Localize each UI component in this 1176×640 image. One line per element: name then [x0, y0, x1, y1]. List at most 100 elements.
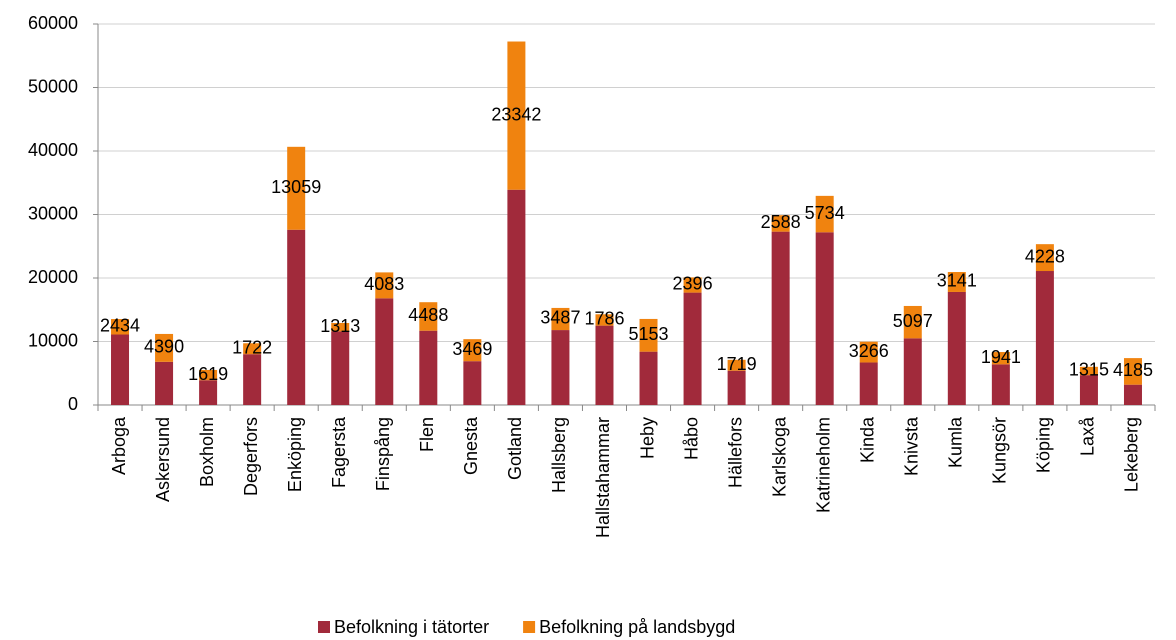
data-label: 23342 [491, 104, 541, 124]
x-tick-label: Knivsta [902, 416, 922, 476]
bar-segment [947, 291, 966, 405]
bar-segment [287, 146, 306, 230]
bar-segment [155, 361, 174, 405]
bar-segment [331, 331, 350, 405]
data-label: 1315 [1069, 360, 1109, 380]
data-label: 2396 [673, 274, 713, 294]
bar-segment [551, 307, 570, 331]
data-label: 3141 [937, 271, 977, 291]
bar-segment [111, 334, 130, 405]
legend-label: Befolkning i tätorter [334, 617, 489, 637]
bar-segment [727, 370, 746, 405]
x-tick-label: Boxholm [197, 417, 217, 487]
bar-segment [639, 351, 658, 405]
data-label: 4228 [1025, 246, 1065, 266]
data-label: 1719 [717, 354, 757, 374]
bar-segment [903, 338, 922, 405]
data-label: 3469 [452, 339, 492, 359]
data-label: 1786 [584, 309, 624, 329]
x-tick-label: Finspång [373, 417, 393, 491]
bar-segment [815, 195, 834, 233]
y-tick-label: 10000 [28, 330, 78, 350]
bar-segment [683, 277, 702, 293]
x-tick-label: Hallsberg [549, 417, 569, 493]
bar-segment [287, 229, 306, 405]
bar-segment [199, 369, 218, 381]
data-label: 1941 [981, 347, 1021, 367]
x-tick-label: Gotland [505, 417, 525, 480]
data-label: 4488 [408, 305, 448, 325]
bar-segment [639, 318, 658, 352]
legend-swatch [523, 621, 536, 633]
bar-segment [155, 333, 174, 362]
x-tick-label: Kungsör [990, 417, 1010, 484]
bar-segment [1123, 384, 1142, 405]
bar-segment [1035, 244, 1054, 272]
x-tick-label: Arboga [109, 416, 129, 475]
bar-segment [419, 302, 438, 331]
legend-swatch [318, 621, 330, 633]
x-tick-label: Flen [417, 417, 437, 452]
data-label: 5153 [628, 324, 668, 344]
bar-segment [859, 362, 878, 405]
bar-segment [551, 330, 570, 405]
data-label: 13059 [271, 177, 321, 197]
x-tick-label: Laxå [1078, 416, 1098, 456]
x-tick-label: Håbo [681, 417, 701, 460]
bar-segment [903, 305, 922, 339]
bar-segment [595, 314, 614, 326]
y-tick-label: 20000 [28, 267, 78, 287]
x-tick-label: Gnesta [461, 416, 481, 475]
x-tick-label: Heby [637, 417, 657, 459]
bar-segment [463, 361, 482, 405]
x-tick-label: Askersund [153, 417, 173, 502]
bar-segment [771, 231, 790, 405]
x-tick-label: Degerfors [241, 417, 261, 496]
data-label: 4185 [1113, 360, 1153, 380]
x-tick-label: Köping [1034, 417, 1054, 473]
data-label: 4390 [144, 337, 184, 357]
x-tick-label: Lekeberg [1122, 417, 1142, 492]
y-tick-label: 0 [68, 394, 78, 414]
bar-segment [771, 215, 790, 232]
bar-segment [507, 189, 526, 405]
y-tick-label: 40000 [28, 140, 78, 160]
bar-segment [859, 341, 878, 363]
bar-segment [991, 352, 1010, 365]
bar-segment [243, 343, 262, 355]
bar-segment [375, 272, 394, 299]
data-label: 1722 [232, 337, 272, 357]
data-label: 4083 [364, 274, 404, 294]
bar-segment [1079, 375, 1098, 405]
legend-label: Befolkning på landsbygd [539, 617, 735, 637]
bar-segment [1035, 271, 1054, 405]
bar-segment [331, 323, 350, 332]
bar-segment [375, 298, 394, 405]
bar-segment [199, 380, 218, 405]
data-label: 2588 [761, 212, 801, 232]
x-tick-label: Hallstahammar [593, 417, 613, 538]
data-label: 3266 [849, 341, 889, 361]
x-tick-label: Kumla [946, 416, 966, 468]
bar-segment [991, 364, 1010, 405]
bar-segment [111, 319, 130, 335]
data-label: 1619 [188, 364, 228, 384]
y-tick-label: 30000 [28, 203, 78, 223]
bar-segment [815, 232, 834, 405]
bar-segment [419, 330, 438, 405]
bar-segment [1079, 366, 1098, 376]
x-tick-label: Kinda [857, 416, 877, 463]
data-label: 2434 [100, 316, 140, 336]
data-label: 1313 [320, 316, 360, 336]
data-label: 5734 [805, 203, 845, 223]
y-tick-label: 50000 [28, 76, 78, 96]
bar-segment [727, 359, 746, 371]
bar-segment [1123, 358, 1142, 385]
bar-segment [947, 272, 966, 292]
x-tick-label: Enköping [285, 417, 305, 492]
y-tick-label: 60000 [28, 13, 78, 33]
x-tick-label: Karlskoga [769, 416, 789, 497]
data-label: 3487 [540, 308, 580, 328]
x-tick-label: Katrineholm [813, 417, 833, 513]
